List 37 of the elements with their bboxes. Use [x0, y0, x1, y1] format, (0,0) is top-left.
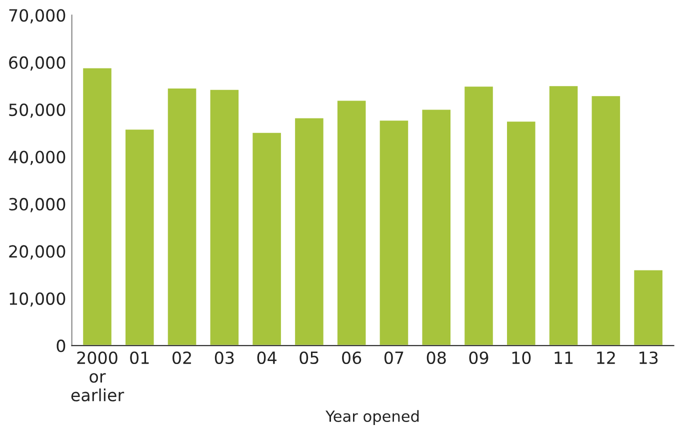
y-tick-label: 60,000: [9, 56, 66, 71]
bar: [590, 94, 622, 346]
y-tick-label: 20,000: [9, 245, 66, 260]
bar: [420, 108, 452, 346]
bar: [294, 116, 325, 346]
y-tick-label: 40,000: [8, 150, 66, 166]
x-tick-label: 07: [384, 351, 404, 364]
y-tick-label: 30,000: [9, 198, 66, 212]
bar: [506, 120, 537, 346]
x-tick-label: 08: [426, 351, 446, 364]
bar: [463, 85, 494, 346]
bar: [336, 99, 368, 346]
bar: [548, 84, 580, 346]
x-tick-label: 11: [554, 352, 573, 364]
x-tick-label: 03: [214, 351, 234, 364]
x-tick-label: 10: [512, 351, 531, 364]
x-tick-label: 02: [172, 351, 191, 364]
y-tick-label: 70,000: [9, 9, 66, 24]
x-tick-label: 2000 or earlier: [71, 351, 124, 402]
bar: [82, 66, 113, 346]
x-tick-label: 06: [342, 351, 362, 364]
x-tick-label: 12: [597, 351, 615, 364]
bar: [166, 87, 198, 346]
bar: [124, 128, 156, 346]
y-tick-label: 50,000: [9, 104, 66, 118]
x-tick-label: 01: [130, 351, 149, 364]
bar: [208, 88, 240, 346]
y-tick-label: 10,000: [10, 292, 66, 307]
x-tick-label: 05: [300, 351, 318, 364]
y-tick-label: 0: [56, 340, 66, 352]
bar: [378, 119, 410, 346]
bar: [632, 268, 664, 346]
x-axis-title: Year opened: [326, 410, 419, 425]
x-tick-label: 09: [469, 351, 488, 364]
bar: [251, 132, 282, 346]
x-tick-label: 13: [640, 351, 658, 364]
x-tick-label: 04: [257, 351, 276, 364]
